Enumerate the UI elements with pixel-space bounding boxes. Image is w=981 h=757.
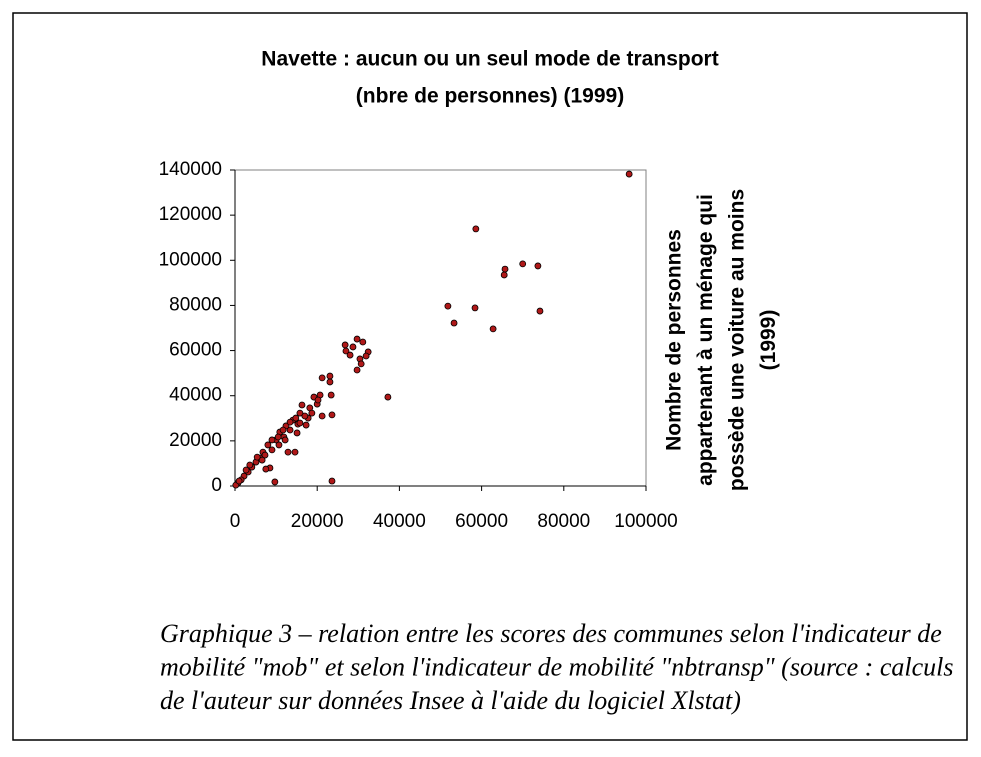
point bbox=[489, 325, 497, 333]
point bbox=[472, 225, 480, 233]
point bbox=[342, 347, 350, 355]
x-tick-label: 20000 bbox=[291, 511, 344, 532]
point bbox=[286, 418, 294, 426]
y-tick-label: 140000 bbox=[159, 159, 222, 180]
point bbox=[308, 409, 316, 417]
point bbox=[501, 265, 509, 273]
point bbox=[328, 477, 336, 485]
point bbox=[353, 366, 361, 374]
point bbox=[258, 456, 266, 464]
point bbox=[268, 446, 276, 454]
point bbox=[279, 426, 287, 434]
y-tick-label: 20000 bbox=[169, 430, 222, 451]
point bbox=[291, 448, 299, 456]
point bbox=[286, 426, 294, 434]
point bbox=[471, 304, 479, 312]
point bbox=[302, 421, 310, 429]
point bbox=[357, 360, 365, 368]
chart-title: Navette : aucun ou un seul mode de trans… bbox=[261, 48, 718, 71]
point bbox=[242, 466, 250, 474]
point bbox=[292, 414, 300, 422]
frame bbox=[12, 12, 968, 741]
point bbox=[519, 260, 527, 268]
y-tick-label: 100000 bbox=[159, 249, 222, 270]
point bbox=[296, 409, 304, 417]
point bbox=[625, 170, 633, 178]
point bbox=[318, 374, 326, 382]
point bbox=[275, 441, 283, 449]
point bbox=[384, 393, 392, 401]
point bbox=[253, 453, 261, 461]
y-tick-label: 0 bbox=[211, 475, 222, 496]
x-tick-label: 60000 bbox=[455, 511, 508, 532]
point bbox=[353, 335, 361, 343]
point bbox=[359, 338, 367, 346]
point bbox=[349, 343, 357, 351]
x-tick-label: 100000 bbox=[614, 511, 677, 532]
point bbox=[262, 465, 270, 473]
point bbox=[261, 451, 269, 459]
point bbox=[301, 412, 309, 420]
point bbox=[534, 262, 542, 270]
caption-line: mobilité "mob" et selon l'indicateur de … bbox=[160, 652, 953, 681]
caption-line: de l'auteur sur données Insee à l'aide d… bbox=[160, 686, 741, 715]
point bbox=[362, 352, 370, 360]
point bbox=[444, 302, 452, 310]
y-axis-title: Nombre de personnes appartenant à un ména… bbox=[662, 189, 780, 491]
point bbox=[293, 429, 301, 437]
y-axis-title-line: possède une voiture au moins bbox=[725, 189, 748, 491]
point bbox=[284, 448, 292, 456]
y-axis-title-line: Nombre de personnes bbox=[662, 229, 685, 451]
point bbox=[281, 436, 289, 444]
y-tick-label: 40000 bbox=[169, 385, 222, 406]
point bbox=[314, 396, 322, 404]
point bbox=[274, 433, 282, 441]
point bbox=[318, 412, 326, 420]
x-tick-label: 80000 bbox=[537, 511, 590, 532]
y-axis-title-line: (1999) bbox=[757, 310, 780, 371]
chart-title: (nbre de personnes) (1999) bbox=[356, 85, 624, 108]
point bbox=[298, 401, 306, 409]
point bbox=[296, 419, 304, 427]
point bbox=[246, 461, 254, 469]
x-tick-label: 40000 bbox=[373, 511, 426, 532]
point bbox=[235, 477, 243, 485]
point bbox=[271, 478, 279, 486]
point bbox=[326, 378, 334, 386]
point bbox=[328, 411, 336, 419]
point bbox=[264, 441, 272, 449]
caption-line: Graphique 3 – relation entre les scores … bbox=[160, 619, 942, 648]
x-tick-label: 0 bbox=[230, 511, 241, 532]
plot-area bbox=[234, 169, 647, 487]
point bbox=[500, 271, 508, 279]
point bbox=[536, 307, 544, 315]
y-tick-label: 80000 bbox=[169, 294, 222, 315]
point bbox=[341, 341, 349, 349]
point bbox=[268, 436, 276, 444]
point bbox=[450, 319, 458, 327]
y-tick-label: 120000 bbox=[159, 204, 222, 225]
y-axis-title-line: appartenant à un ménage qui bbox=[694, 194, 717, 486]
point bbox=[327, 391, 335, 399]
y-tick-label: 60000 bbox=[169, 340, 222, 361]
point bbox=[326, 372, 334, 380]
point bbox=[346, 351, 354, 359]
